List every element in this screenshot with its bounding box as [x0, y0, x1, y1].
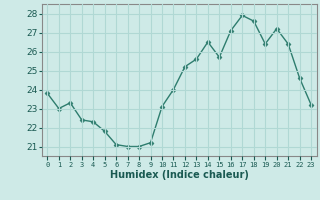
X-axis label: Humidex (Indice chaleur): Humidex (Indice chaleur)	[110, 170, 249, 180]
